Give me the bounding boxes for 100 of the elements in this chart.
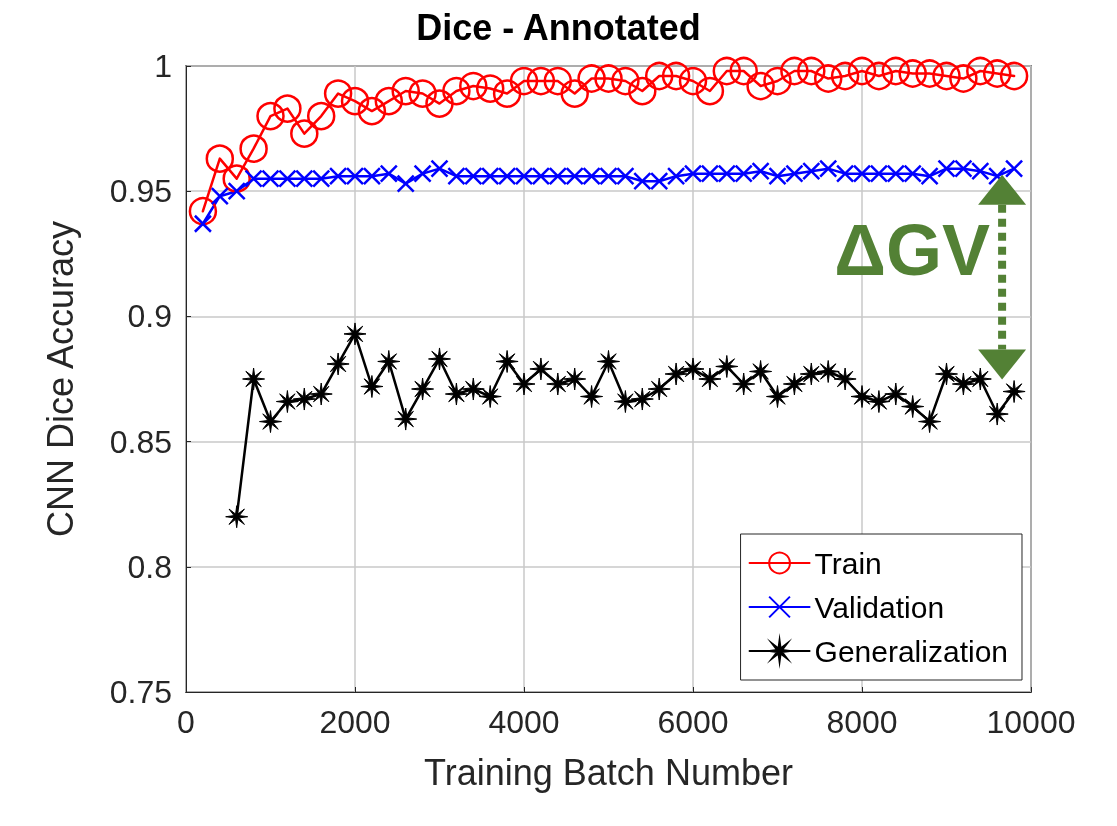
point bbox=[411, 377, 435, 401]
point bbox=[734, 164, 753, 183]
point bbox=[835, 164, 855, 183]
point bbox=[478, 385, 502, 409]
y-axis-title: CNN Dice Accuracy bbox=[39, 220, 81, 538]
point bbox=[898, 59, 927, 88]
point bbox=[188, 196, 218, 226]
point bbox=[242, 367, 266, 391]
point bbox=[210, 186, 230, 206]
point bbox=[712, 56, 742, 86]
point bbox=[611, 66, 640, 96]
legend-label: Generalization bbox=[814, 634, 1009, 668]
point bbox=[413, 164, 432, 183]
point bbox=[869, 164, 889, 183]
point bbox=[644, 61, 674, 91]
point bbox=[935, 362, 958, 386]
point bbox=[577, 64, 606, 93]
point bbox=[729, 56, 758, 86]
point bbox=[852, 164, 872, 183]
point bbox=[464, 166, 483, 186]
point bbox=[548, 166, 568, 186]
point bbox=[514, 166, 534, 186]
point bbox=[565, 166, 584, 186]
point bbox=[881, 56, 911, 86]
point bbox=[543, 66, 573, 96]
legend-label: Validation bbox=[814, 590, 945, 624]
point bbox=[290, 119, 319, 148]
point bbox=[425, 89, 454, 118]
point bbox=[768, 166, 787, 186]
x-tick-label: 2000 bbox=[319, 704, 391, 740]
point bbox=[949, 64, 978, 93]
point bbox=[954, 159, 973, 178]
point bbox=[244, 169, 263, 188]
point bbox=[797, 56, 826, 86]
point bbox=[278, 169, 297, 188]
point bbox=[225, 505, 249, 529]
point bbox=[649, 171, 669, 191]
point bbox=[328, 166, 348, 186]
point bbox=[227, 181, 246, 201]
point bbox=[580, 385, 604, 409]
point bbox=[531, 166, 551, 186]
point bbox=[295, 169, 314, 188]
point bbox=[816, 359, 840, 383]
point bbox=[428, 347, 451, 371]
x-tick-label: 0 bbox=[177, 704, 195, 740]
point bbox=[306, 101, 336, 131]
point bbox=[903, 164, 922, 183]
point bbox=[633, 171, 652, 191]
point bbox=[1002, 380, 1026, 404]
point bbox=[394, 407, 418, 431]
point bbox=[309, 382, 333, 406]
point bbox=[647, 377, 671, 401]
point bbox=[311, 169, 331, 188]
point bbox=[616, 166, 635, 186]
point bbox=[430, 159, 449, 178]
point bbox=[850, 385, 874, 409]
point bbox=[256, 101, 285, 131]
point bbox=[480, 166, 500, 186]
point bbox=[864, 61, 894, 91]
point bbox=[374, 86, 404, 116]
point bbox=[785, 164, 804, 183]
point bbox=[666, 166, 686, 186]
point bbox=[461, 377, 485, 401]
point bbox=[497, 166, 517, 186]
point bbox=[529, 357, 553, 381]
point bbox=[698, 367, 722, 391]
legend-label: Train bbox=[814, 546, 882, 580]
point bbox=[343, 322, 367, 346]
point bbox=[818, 159, 838, 178]
point bbox=[678, 66, 708, 96]
point bbox=[766, 385, 789, 409]
point bbox=[982, 59, 1012, 88]
point bbox=[323, 79, 353, 108]
x-tick-label: 10000 bbox=[986, 704, 1076, 740]
point bbox=[664, 362, 688, 386]
point bbox=[951, 372, 975, 396]
point bbox=[918, 410, 942, 434]
point bbox=[746, 71, 775, 101]
point bbox=[628, 76, 657, 106]
point bbox=[360, 375, 384, 399]
point bbox=[492, 79, 522, 108]
point bbox=[630, 387, 654, 411]
point bbox=[444, 382, 468, 406]
point bbox=[884, 382, 908, 406]
x-axis-title: Training Batch Number bbox=[424, 751, 793, 793]
point bbox=[273, 94, 302, 123]
point bbox=[239, 134, 268, 163]
point bbox=[901, 395, 925, 419]
point bbox=[275, 390, 299, 414]
point bbox=[509, 66, 539, 96]
chart-title: Dice - Annotated bbox=[416, 6, 701, 48]
point bbox=[261, 169, 280, 188]
point bbox=[292, 387, 316, 411]
point bbox=[459, 71, 488, 101]
point bbox=[695, 76, 725, 106]
point bbox=[447, 166, 466, 186]
point bbox=[782, 372, 806, 396]
point bbox=[345, 166, 365, 186]
point bbox=[700, 164, 720, 183]
point bbox=[396, 174, 415, 193]
